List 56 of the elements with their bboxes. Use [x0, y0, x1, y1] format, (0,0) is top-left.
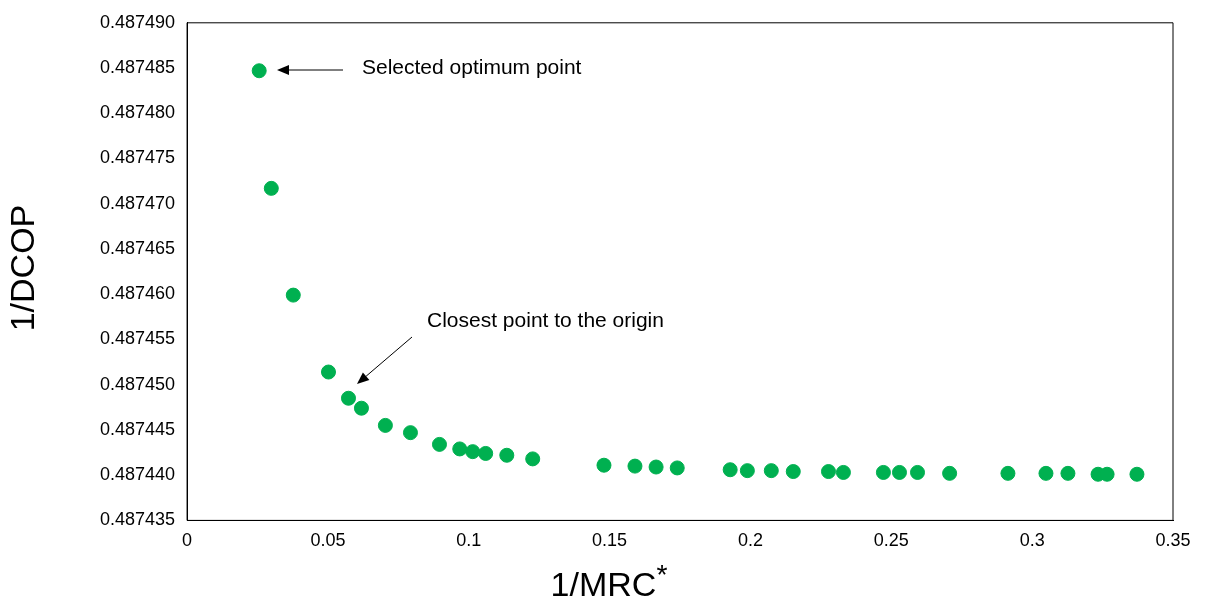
- y-tick-label: 0.487455: [100, 328, 176, 349]
- y-tick-label: 0.487440: [100, 464, 176, 485]
- y-tick-label: 0.487465: [100, 237, 176, 258]
- x-tick-label: 0: [182, 530, 193, 551]
- point: [525, 451, 541, 467]
- annotation: Selected optimum point: [362, 54, 582, 78]
- point: [820, 464, 836, 480]
- y-tick-label: 0.487435: [100, 509, 176, 530]
- point: [377, 417, 393, 433]
- point: [1038, 465, 1054, 481]
- x-tick-label: 0.1: [456, 530, 482, 551]
- point: [431, 436, 447, 452]
- point: [465, 444, 481, 460]
- point: [722, 462, 738, 478]
- point: [785, 464, 801, 480]
- y-tick-label: 0.487485: [100, 57, 176, 78]
- x-tick-label: 0.2: [737, 530, 763, 551]
- x-tick-label: 0.05: [310, 530, 346, 551]
- point: [285, 287, 301, 303]
- point: [669, 460, 685, 476]
- point: [320, 364, 336, 380]
- y-tick-label: 0.487480: [100, 102, 176, 123]
- x-tick-label: 0.35: [1155, 530, 1191, 551]
- x-axis-title: 1/MRC$^{*}$: [549, 557, 669, 602]
- point: [739, 463, 755, 479]
- y-tick-label: 0.487450: [100, 373, 176, 394]
- point: [891, 464, 907, 480]
- y-tick-label: 0.487475: [100, 147, 176, 168]
- x-tick-label: 0.25: [873, 530, 909, 551]
- point: [263, 180, 279, 196]
- point: [340, 390, 356, 406]
- point: [478, 445, 494, 461]
- point: [627, 458, 643, 474]
- point: [763, 463, 779, 479]
- y-tick-label: 0.487470: [100, 192, 176, 213]
- point: [1060, 465, 1076, 481]
- annotation: Closest point to the origin: [427, 307, 664, 331]
- point: [910, 464, 926, 480]
- point: [1000, 465, 1016, 481]
- point: [353, 400, 369, 416]
- point: [875, 464, 891, 480]
- point: [596, 457, 612, 473]
- x-tick-label: 0.3: [1019, 530, 1045, 551]
- point: [452, 441, 468, 457]
- point: [499, 447, 515, 463]
- y-axis-title: 1/DCOP: [2, 204, 42, 332]
- point: [402, 425, 418, 441]
- point: [942, 465, 958, 481]
- y-tick-label: 0.487445: [100, 418, 176, 439]
- x-tick-label: 0.15: [592, 530, 628, 551]
- point: [648, 459, 664, 475]
- point: [835, 464, 851, 480]
- y-tick-label: 0.487460: [100, 283, 176, 304]
- point: [251, 63, 267, 79]
- point: [1129, 466, 1145, 482]
- y-tick-label: 0.487490: [100, 11, 176, 32]
